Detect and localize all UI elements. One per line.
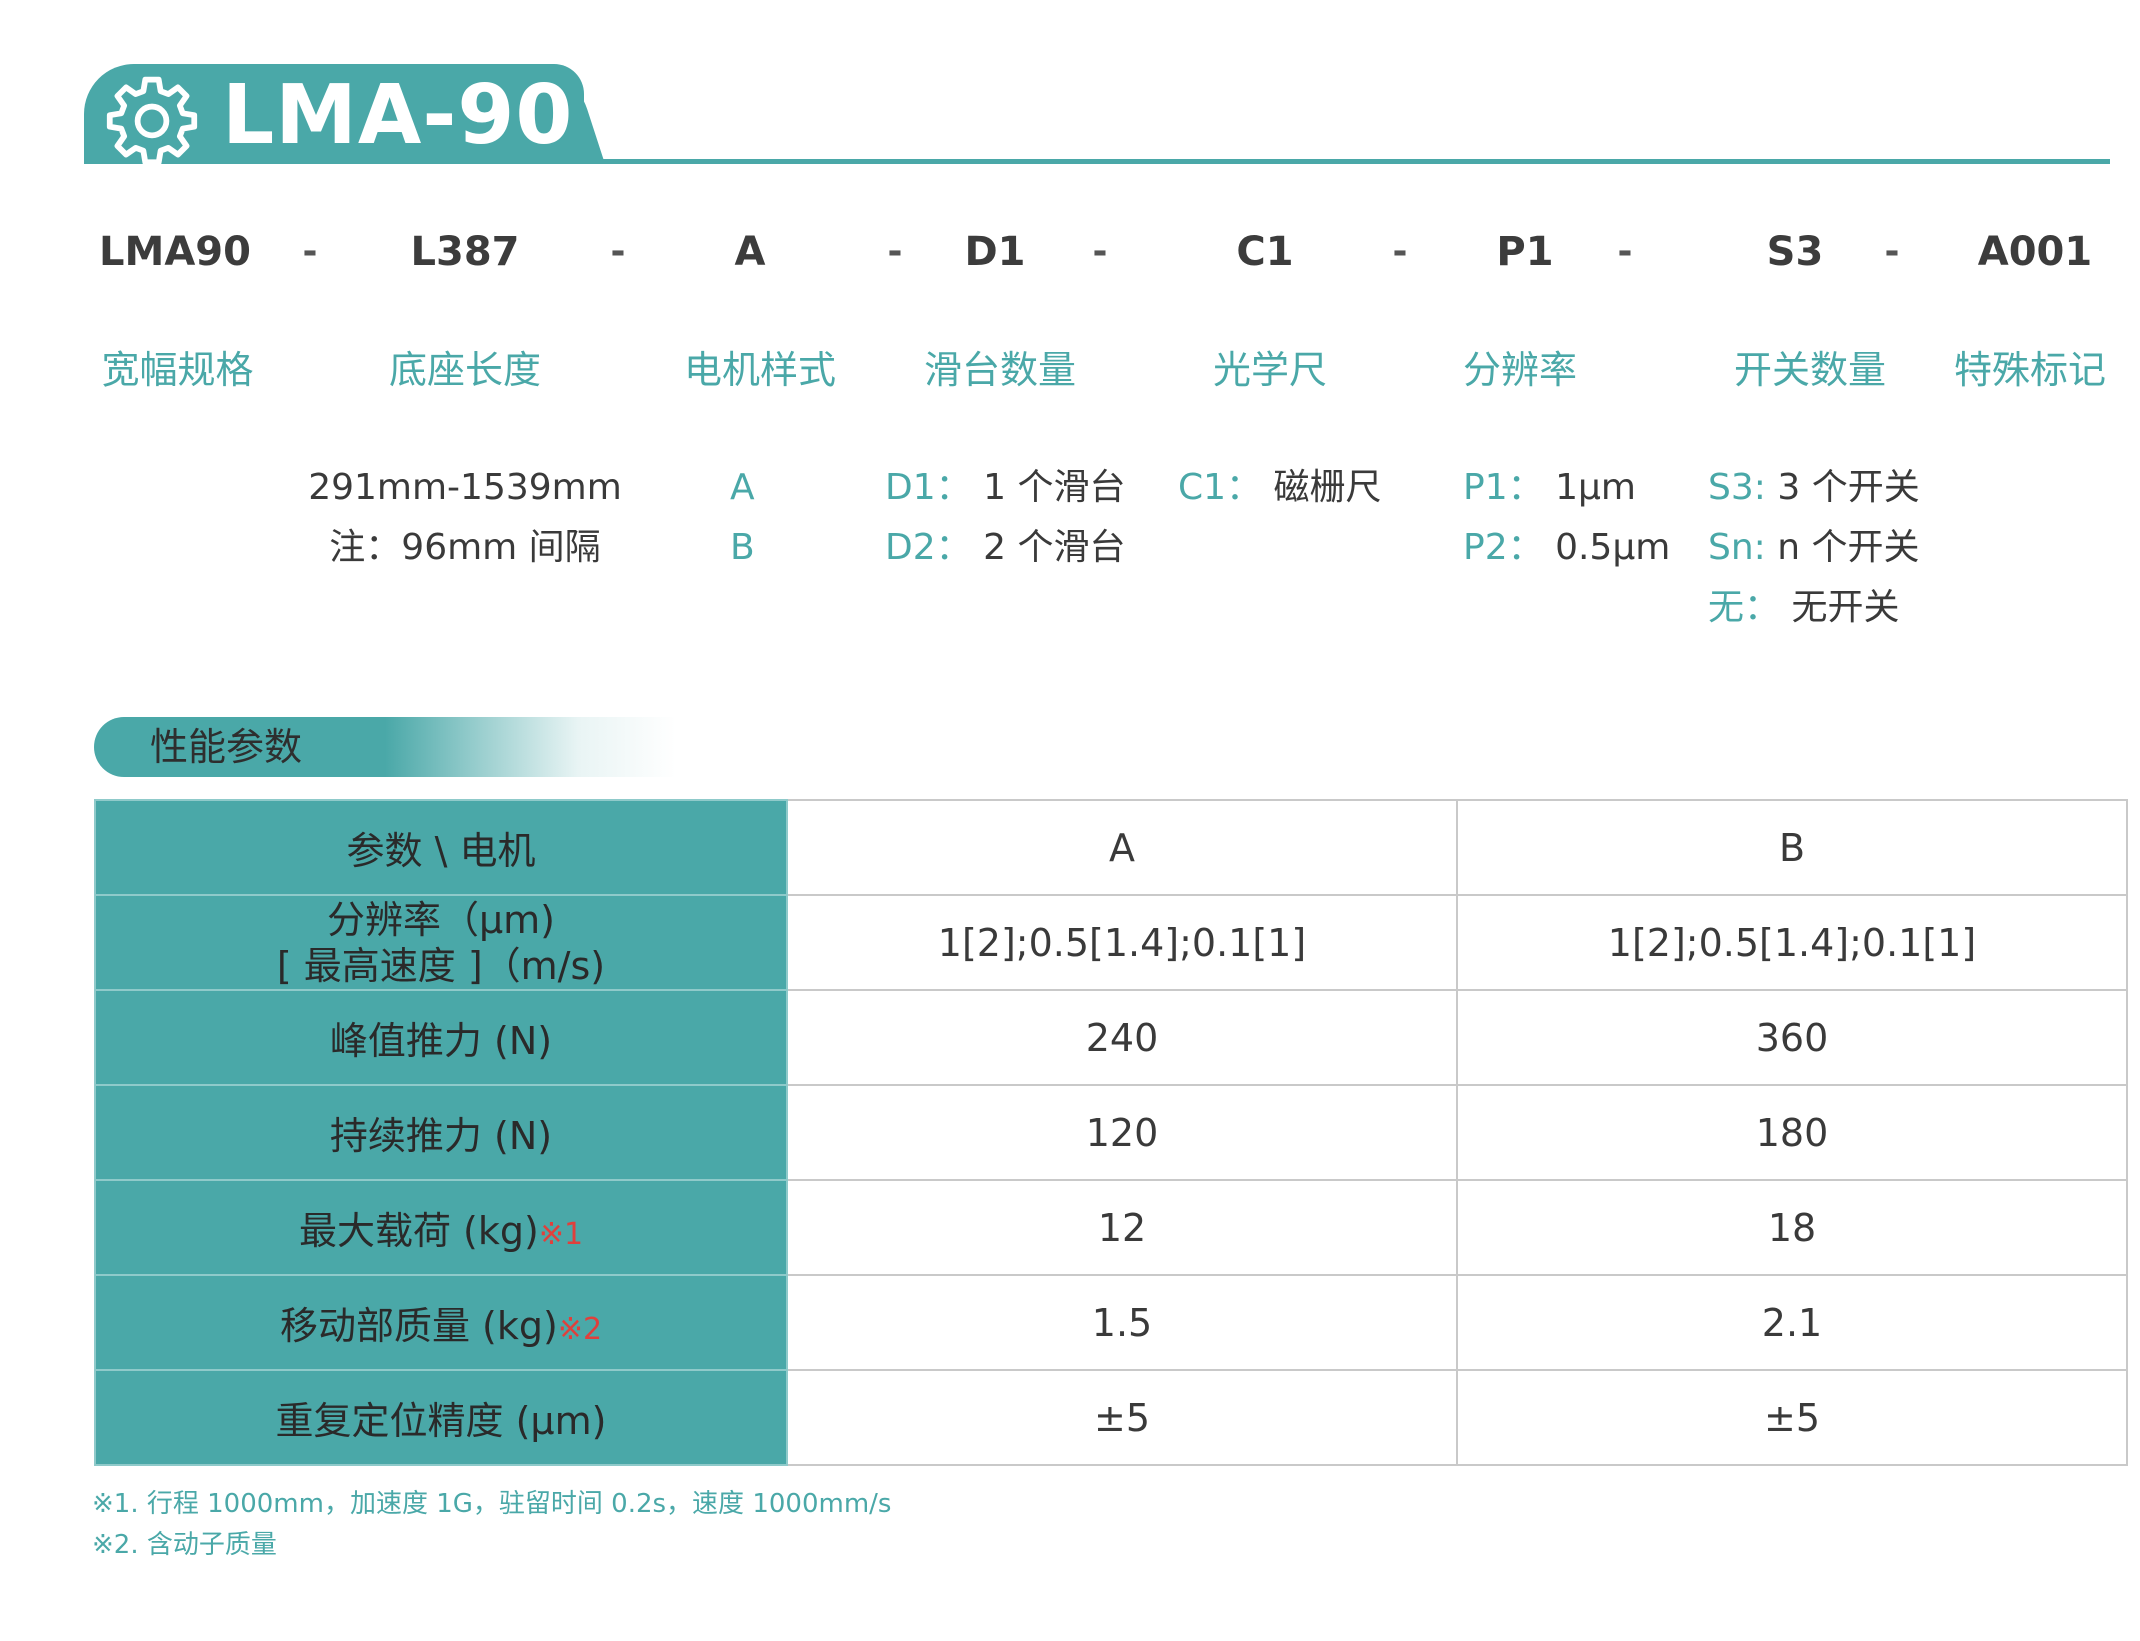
category-switches: 开关数量	[1733, 348, 1886, 392]
resolution-option: P2： 0.5μm	[1463, 523, 1670, 573]
code-special: A001	[1977, 229, 2093, 275]
row-label: 重复定位精度 (μm)	[94, 1369, 788, 1466]
motor-option: A	[730, 467, 755, 508]
slides-option-text: 1 个滑台	[983, 467, 1126, 508]
code-separator: -	[887, 231, 903, 272]
code-separator: -	[302, 231, 318, 272]
switches-option-text: 3 个开关	[1777, 467, 1920, 508]
category-resolution: 分辨率	[1462, 348, 1577, 392]
category-slides: 滑台数量	[923, 348, 1076, 392]
table-header-motor-b: B	[1456, 799, 2128, 896]
product-title: LMA-90	[222, 68, 574, 163]
resolution-option: P1： 1μm	[1463, 463, 1636, 513]
row-value-a: 1.5	[786, 1274, 1458, 1371]
switches-option-code: Sn:	[1708, 527, 1766, 568]
code-motor: A	[734, 229, 766, 275]
row-value-b: 18	[1456, 1179, 2128, 1276]
row-value-b: ±5	[1456, 1369, 2128, 1466]
table-row: 峰值推力 (N) 240 360	[94, 989, 2128, 1086]
switches-option: 无： 无开关	[1708, 583, 1899, 633]
code-separator: -	[610, 231, 626, 272]
code-separator: -	[1092, 231, 1108, 272]
table-row: 移动部质量 (kg)※2 1.5 2.1	[94, 1274, 2128, 1371]
gear-icon	[106, 76, 198, 166]
code-width: LMA90	[99, 229, 251, 275]
row-label: 最大载荷 (kg)※1	[94, 1179, 788, 1276]
performance-table: 参数 \ 电机 A B 分辨率（μm) [ 最高速度 ]（m/s) 1[2];0…	[94, 799, 2128, 1466]
slides-option-code: D1：	[885, 467, 972, 508]
row-label-text: 峰值推力 (N)	[329, 1019, 553, 1063]
code-slides: D1	[964, 229, 1026, 275]
row-value-a: 12	[786, 1179, 1458, 1276]
row-label-text: 持续推力 (N)	[329, 1114, 553, 1158]
row-label-text: 重复定位精度 (μm)	[275, 1399, 607, 1443]
table-header-row: 参数 \ 电机 A B	[94, 799, 2128, 896]
code-separator: -	[1617, 231, 1633, 272]
section-title: 性能参数	[150, 725, 303, 769]
row-label-line: 分辨率（μm)	[326, 897, 556, 942]
category-length: 底座长度	[388, 348, 541, 392]
footnote-mark: ※1	[538, 1217, 584, 1252]
code-resolution: P1	[1496, 229, 1554, 275]
row-value-a: ±5	[786, 1369, 1458, 1466]
slides-option: D2： 2 个滑台	[885, 523, 1125, 573]
scale-option-text: 磁栅尺	[1273, 467, 1382, 508]
table-row: 重复定位精度 (μm) ±5 ±5	[94, 1369, 2128, 1466]
row-label-text: 最大载荷 (kg)	[298, 1209, 539, 1253]
scale-option-code: C1：	[1178, 467, 1263, 508]
row-label-line: [ 最高速度 ]（m/s)	[276, 943, 606, 988]
row-value-b: 1[2];0.5[1.4];0.1[1]	[1456, 894, 2128, 991]
switches-option: S3: 3 个开关	[1708, 463, 1920, 513]
row-label-text: 移动部质量 (kg)	[279, 1304, 558, 1348]
slides-option: D1： 1 个滑台	[885, 463, 1125, 513]
row-value-b: 180	[1456, 1084, 2128, 1181]
motor-option: B	[730, 527, 755, 568]
slides-option-code: D2：	[885, 527, 972, 568]
switches-option: Sn: n 个开关	[1708, 523, 1920, 573]
code-separator: -	[1392, 231, 1408, 272]
category-width: 宽幅规格	[101, 348, 254, 392]
footnote: ※1. 行程 1000mm，加速度 1G，驻留时间 0.2s，速度 1000mm…	[92, 1489, 892, 1519]
switches-option-code: 无：	[1708, 587, 1781, 628]
section-title-bar	[94, 717, 1064, 777]
slides-option-text: 2 个滑台	[983, 527, 1126, 568]
table-row: 最大载荷 (kg)※1 12 18	[94, 1179, 2128, 1276]
switches-option-text: n 个开关	[1777, 527, 1920, 568]
row-label: 分辨率（μm) [ 最高速度 ]（m/s)	[94, 894, 788, 991]
category-motor: 电机样式	[683, 348, 836, 392]
length-range: 291mm-1539mm	[308, 467, 622, 508]
resolution-option-text: 1μm	[1555, 467, 1636, 508]
code-separator: -	[1884, 231, 1900, 272]
resolution-option-code: P2：	[1463, 527, 1544, 568]
row-value-b: 2.1	[1456, 1274, 2128, 1371]
table-row: 分辨率（μm) [ 最高速度 ]（m/s) 1[2];0.5[1.4];0.1[…	[94, 894, 2128, 991]
resolution-option-code: P1：	[1463, 467, 1544, 508]
code-length: L387	[410, 229, 520, 275]
footnote-mark: ※2	[557, 1312, 603, 1347]
resolution-option-text: 0.5μm	[1555, 527, 1671, 568]
row-value-a: 1[2];0.5[1.4];0.1[1]	[786, 894, 1458, 991]
length-note: 注：96mm 间隔	[329, 527, 601, 568]
row-label: 移动部质量 (kg)※2	[94, 1274, 788, 1371]
header-rule	[90, 159, 2110, 164]
table-row: 持续推力 (N) 120 180	[94, 1084, 2128, 1181]
row-label: 持续推力 (N)	[94, 1084, 788, 1181]
category-special: 特殊标记	[1953, 348, 2106, 392]
row-label: 峰值推力 (N)	[94, 989, 788, 1086]
switches-option-text: 无开关	[1791, 587, 1900, 628]
table-header-motor-a: A	[786, 799, 1458, 896]
footnote: ※2. 含动子质量	[92, 1530, 277, 1560]
row-value-b: 360	[1456, 989, 2128, 1086]
category-scale: 光学尺	[1212, 348, 1327, 392]
table-header-label: 参数 \ 电机	[94, 799, 788, 896]
row-value-a: 240	[786, 989, 1458, 1086]
row-value-a: 120	[786, 1084, 1458, 1181]
code-scale: C1	[1236, 229, 1294, 275]
scale-option: C1： 磁栅尺	[1178, 463, 1382, 513]
switches-option-code: S3:	[1708, 467, 1766, 508]
code-switches: S3	[1766, 229, 1824, 275]
